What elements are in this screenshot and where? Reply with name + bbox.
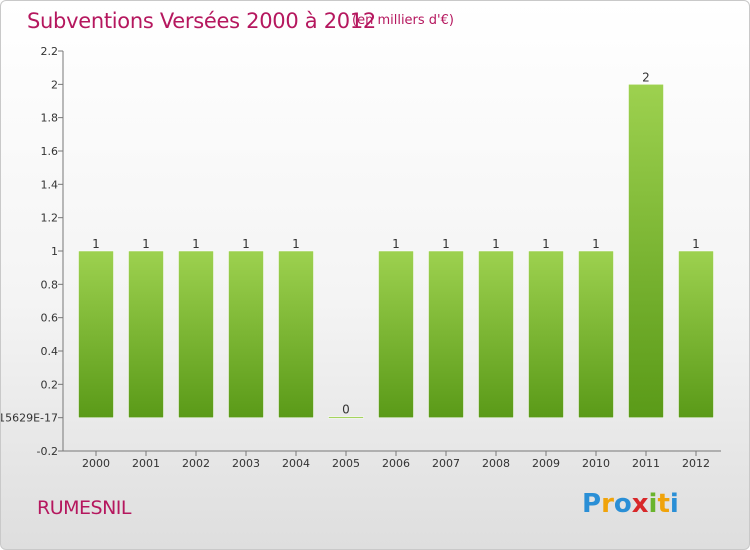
bar-2009 — [528, 250, 564, 418]
data-label-2006: 1 — [392, 237, 400, 251]
proxiti-logo[interactable]: Proxiti — [582, 489, 679, 519]
y-tick-label: 1.4 — [41, 178, 59, 191]
chart-axes: -0.2 -1.15629E-17 0.2 0.4 0.6 0.8 1 1.2 1.4 1.6 1.… — [1, 45, 721, 458]
bar-2010 — [578, 250, 614, 418]
y-tick-label: 0.4 — [41, 345, 59, 358]
data-label-2011: 2 — [642, 70, 650, 84]
x-tick-label-2010: 2010 — [582, 457, 610, 470]
bar-2007 — [428, 250, 464, 418]
data-label-2012: 1 — [692, 237, 700, 251]
logo-letter: r — [601, 489, 614, 519]
data-label-2005: 0 — [342, 403, 350, 417]
commune-name: RUMESNIL — [37, 497, 131, 519]
logo-letter: t — [657, 489, 670, 519]
x-tick-label-2001: 2001 — [132, 457, 160, 470]
bar-2001 — [128, 250, 164, 418]
data-label-2001: 1 — [142, 237, 150, 251]
x-tick-label-2002: 2002 — [182, 457, 210, 470]
chart-bars — [78, 84, 714, 419]
y-tick-label: 1.6 — [41, 145, 59, 158]
x-tick-label-2008: 2008 — [482, 457, 510, 470]
y-tick-label: 0.2 — [41, 378, 59, 391]
bar-2004 — [278, 250, 314, 418]
chart-subtitle: (en milliers d'€) — [352, 13, 454, 28]
data-label-2000: 1 — [92, 237, 100, 251]
data-label-2010: 1 — [592, 237, 600, 251]
y-tick-label: 0.6 — [41, 312, 59, 325]
y-tick-label: 2 — [51, 78, 58, 91]
data-label-2008: 1 — [492, 237, 500, 251]
x-tick-label-2011: 2011 — [632, 457, 660, 470]
bar-2006 — [378, 250, 414, 418]
data-label-2007: 1 — [442, 237, 450, 251]
x-tick-label-2009: 2009 — [532, 457, 560, 470]
y-tick-label: 1.2 — [41, 212, 59, 225]
bar-2002 — [178, 250, 214, 418]
y-tick-label: -1.15629E-17 — [1, 412, 58, 425]
logo-letter: i — [669, 489, 679, 519]
data-label-2003: 1 — [242, 237, 250, 251]
y-tick-label: 1 — [51, 245, 58, 258]
bar-2000 — [78, 250, 114, 418]
x-tick-label-2000: 2000 — [82, 457, 110, 470]
bar-2003 — [228, 250, 264, 418]
data-label-2004: 1 — [292, 237, 300, 251]
x-tick-label-2012: 2012 — [682, 457, 710, 470]
y-tick-label: 2.2 — [41, 45, 59, 58]
bar-2012 — [678, 250, 714, 418]
logo-letter: i — [648, 489, 658, 519]
logo-letter: P — [582, 489, 602, 519]
x-tick-label-2004: 2004 — [282, 457, 310, 470]
data-label-2009: 1 — [542, 237, 550, 251]
y-tick-label: 0.8 — [41, 278, 59, 291]
data-label-2002: 1 — [192, 237, 200, 251]
y-tick-label: -0.2 — [37, 445, 58, 458]
x-tick-label-2006: 2006 — [382, 457, 410, 470]
bar-2011 — [628, 84, 664, 418]
chart-title: Subventions Versées 2000 à 2012 — [27, 9, 376, 33]
bar-2008 — [478, 250, 514, 418]
x-tick-label-2005: 2005 — [332, 457, 360, 470]
logo-letter: o — [613, 489, 632, 519]
y-tick-label: 1.8 — [41, 112, 59, 125]
chart-labels: 1 2000 1 2001 1 2002 1 2003 1 2004 0 2005 1 2006 1 2007… — [82, 70, 710, 470]
logo-letter: x — [631, 489, 649, 519]
x-tick-label-2007: 2007 — [432, 457, 460, 470]
bar-2005 — [328, 416, 364, 419]
x-tick-label-2003: 2003 — [232, 457, 260, 470]
